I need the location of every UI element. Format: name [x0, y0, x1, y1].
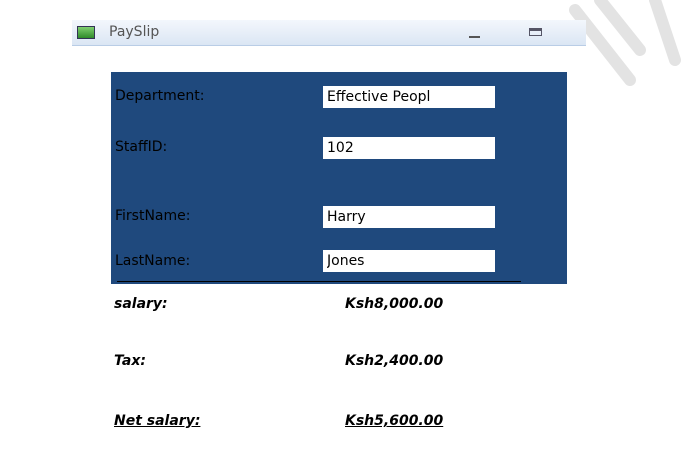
tax-value: Ksh2,400.00 [345, 353, 444, 369]
employee-form-panel: Department: StaffID: FirstName: LastName… [111, 72, 567, 284]
last-name-label: LastName: [115, 253, 191, 269]
app-form-icon [77, 26, 95, 39]
maximize-button[interactable] [529, 28, 542, 36]
tax-label: Tax: [114, 353, 146, 369]
staff-id-field[interactable] [323, 137, 495, 159]
net-salary-value: Ksh5,600.00 [345, 413, 444, 429]
staff-id-label: StaffID: [115, 139, 168, 155]
department-field[interactable] [323, 86, 495, 108]
first-name-label: FirstName: [115, 208, 191, 224]
salary-label: salary: [114, 296, 168, 312]
last-name-field[interactable] [323, 250, 495, 272]
net-salary-label: Net salary: [114, 413, 201, 429]
minimize-button[interactable] [468, 27, 482, 39]
window-title: PaySlip [109, 24, 160, 40]
divider-line [117, 281, 521, 282]
department-label: Department: [115, 88, 205, 104]
window-titlebar: PaySlip [72, 20, 586, 46]
first-name-field[interactable] [323, 206, 495, 228]
salary-value: Ksh8,000.00 [345, 296, 444, 312]
